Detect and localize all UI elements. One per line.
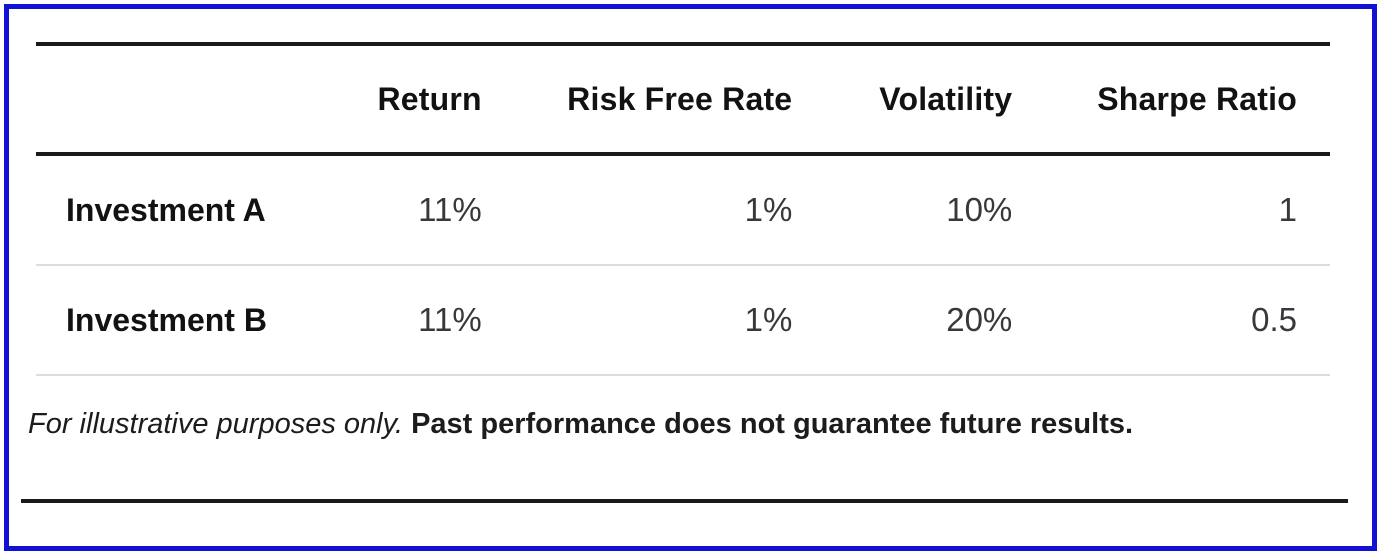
cell-return: 11% xyxy=(418,191,482,228)
cell-volatility: 10% xyxy=(946,191,1013,228)
cell-return: 11% xyxy=(418,301,482,338)
cell-sharpe-ratio: 1 xyxy=(1278,191,1297,228)
row-label: Investment B xyxy=(66,301,267,338)
investment-comparison-table: Return Risk Free Rate Volatility Sharpe … xyxy=(36,42,1330,376)
bottom-divider-rule xyxy=(21,499,1348,503)
disclaimer-italic-text: For illustrative purposes only. xyxy=(28,408,404,440)
header-cell-empty xyxy=(36,44,282,154)
table-header-row: Return Risk Free Rate Volatility Sharpe … xyxy=(36,44,1330,154)
cell-risk-free-rate: 1% xyxy=(744,301,793,338)
disclaimer-footnote: For illustrative purposes only. Past per… xyxy=(28,408,1133,441)
cell-sharpe-ratio: 0.5 xyxy=(1251,301,1297,338)
disclaimer-bold-text: Past performance does not guarantee futu… xyxy=(411,408,1134,440)
header-cell-volatility: Volatility xyxy=(879,80,1013,117)
table-row-investment-b: Investment B 11% 1% 20% 0.5 xyxy=(36,265,1330,375)
header-cell-sharpe-ratio: Sharpe Ratio xyxy=(1097,80,1297,117)
row-label: Investment A xyxy=(66,191,266,228)
header-cell-risk-free-rate: Risk Free Rate xyxy=(567,80,793,117)
highlight-frame: Return Risk Free Rate Volatility Sharpe … xyxy=(4,4,1377,551)
cell-volatility: 20% xyxy=(946,301,1013,338)
table-row-investment-a: Investment A 11% 1% 10% 1 xyxy=(36,154,1330,265)
cell-risk-free-rate: 1% xyxy=(744,191,793,228)
header-cell-return: Return xyxy=(377,80,482,117)
